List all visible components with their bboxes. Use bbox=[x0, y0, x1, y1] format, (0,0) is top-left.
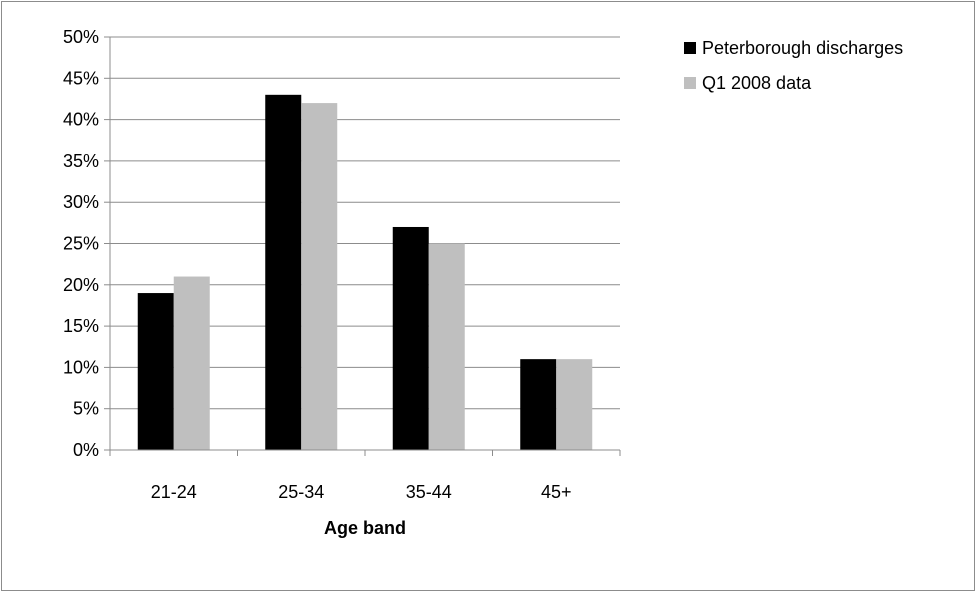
legend-label: Q1 2008 data bbox=[702, 73, 812, 93]
x-tick-labels: 21-24 25-34 35-44 45+ bbox=[151, 482, 572, 502]
bar-q1-2008-21-24 bbox=[173, 276, 210, 450]
y-tick-label: 10% bbox=[63, 357, 99, 377]
x-tick-label: 21-24 bbox=[151, 482, 197, 502]
y-tick-label: 20% bbox=[63, 275, 99, 295]
y-tick-labels: 0% 5% 10% 15% 20% 25% 30% 35% 40% 45% 50% bbox=[63, 27, 99, 460]
x-tick-label: 45+ bbox=[541, 482, 572, 502]
y-tick-label: 50% bbox=[63, 27, 99, 47]
bar-q1-2008-25-34 bbox=[301, 103, 338, 450]
y-tick-label: 40% bbox=[63, 110, 99, 130]
y-tick-label: 45% bbox=[63, 68, 99, 88]
x-tick-label: 25-34 bbox=[278, 482, 324, 502]
legend-swatch bbox=[684, 42, 696, 54]
bar-peterborough-25-34 bbox=[265, 94, 302, 450]
bar-peterborough-21-24 bbox=[137, 293, 174, 450]
y-tick-label: 5% bbox=[73, 399, 99, 419]
y-tick-label: 25% bbox=[63, 234, 99, 254]
legend-label: Peterborough discharges bbox=[702, 38, 903, 58]
x-axis-title: Age band bbox=[324, 518, 406, 538]
y-tick-label: 35% bbox=[63, 151, 99, 171]
y-tick-label: 15% bbox=[63, 316, 99, 336]
y-tick-label: 0% bbox=[73, 440, 99, 460]
bar-q1-2008-45plus bbox=[556, 359, 593, 450]
bars bbox=[137, 94, 593, 450]
axes bbox=[104, 36, 621, 456]
bar-q1-2008-35-44 bbox=[428, 243, 465, 450]
bar-peterborough-45plus bbox=[520, 359, 557, 450]
legend: Peterborough discharges Q1 2008 data bbox=[684, 38, 903, 93]
legend-swatch bbox=[684, 77, 696, 89]
y-tick-label: 30% bbox=[63, 192, 99, 212]
bar-peterborough-35-44 bbox=[392, 226, 429, 450]
x-tick-label: 35-44 bbox=[406, 482, 452, 502]
